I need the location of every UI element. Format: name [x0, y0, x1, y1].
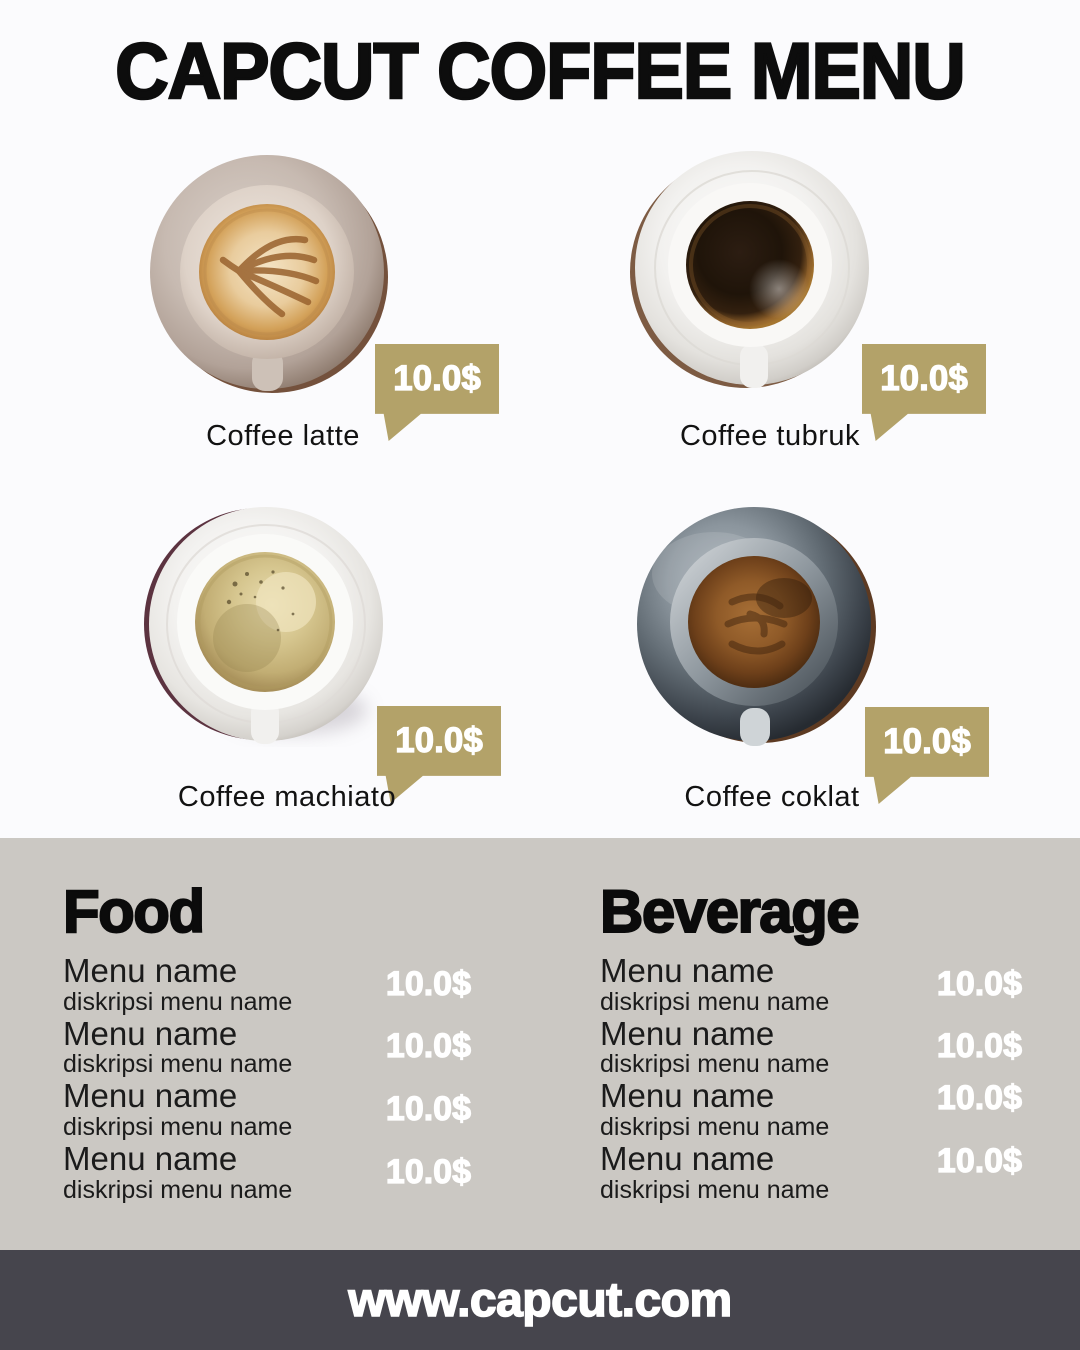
coffee-machiato-photo: [144, 507, 383, 744]
menu-item-price: 10.0$: [385, 964, 471, 1003]
menu-item-price: 10.0$: [936, 964, 1022, 1003]
coffee-latte-photo: [150, 155, 388, 393]
price-label: 10.0$: [393, 358, 482, 398]
price-tag: 10.0$: [865, 707, 989, 804]
menu-item-name: Menu name: [63, 1077, 238, 1115]
menu-item-price: 10.0$: [936, 1141, 1022, 1180]
menu-item: Menu name diskripsi menu name 10.0$: [600, 952, 1023, 1016]
menu-item-name: Menu name: [63, 952, 238, 989]
menu-item-text: Menu name diskripsi menu name: [63, 952, 293, 1016]
menu-item-price: 10.0$: [936, 1079, 1022, 1118]
menu-item-name: Menu name: [63, 1014, 238, 1052]
menu-item-name: Menu name: [600, 1139, 775, 1177]
product-name: Coffee machiato: [177, 781, 397, 813]
menu-item-description: diskripsi menu name: [600, 1050, 830, 1079]
menu-item-description: diskripsi menu name: [63, 1050, 293, 1079]
food-section: Food Menu name diskripsi menu name 10.0$…: [62, 878, 472, 1205]
menu-item-name: Menu name: [600, 1077, 775, 1115]
price-tag: 10.0$: [375, 344, 499, 441]
menu-item: Menu name diskripsi menu name 10.0$: [63, 1139, 472, 1204]
menu-item: Menu name diskripsi menu name 10.0$: [600, 1139, 1023, 1204]
menu-item-price: 10.0$: [385, 1089, 471, 1129]
price-label: 10.0$: [880, 358, 969, 398]
menu-item: Menu name diskripsi menu name 10.0$: [600, 1079, 1023, 1140]
menu-item: Menu name diskripsi menu name 10.0$: [63, 952, 472, 1016]
website-url: www.capcut.com: [348, 1273, 733, 1328]
menu-item-price: 10.0$: [385, 1027, 471, 1066]
menu-item-description: diskripsi menu name: [63, 987, 293, 1016]
section-heading-food: Food: [62, 878, 206, 945]
product-name: Coffee latte: [206, 420, 360, 452]
menu-item-text: Menu name diskripsi menu name: [600, 1139, 830, 1204]
menu-item-price: 10.0$: [385, 1152, 471, 1191]
menu-item-text: Menu name diskripsi menu name: [63, 1014, 293, 1079]
price-label: 10.0$: [883, 721, 972, 761]
section-heading-beverage: Beverage: [599, 878, 861, 945]
product-name: Coffee coklat: [684, 781, 860, 813]
menu-item-name: Menu name: [600, 1014, 775, 1052]
menu-item-description: diskripsi menu name: [63, 1112, 293, 1141]
menu-item-text: Menu name diskripsi menu name: [63, 1139, 293, 1204]
menu-item-text: Menu name diskripsi menu name: [600, 1079, 829, 1140]
menu-item-text: Menu name diskripsi menu name: [600, 952, 830, 1016]
menu-item: Menu name diskripsi menu name 10.0$: [63, 1014, 472, 1079]
menu-item-price: 10.0$: [936, 1027, 1022, 1066]
menu-item-text: Menu name diskripsi menu name: [600, 1014, 830, 1079]
menu-item-name: Menu name: [600, 952, 775, 989]
price-tag: 10.0$: [862, 344, 986, 441]
menu-item-text: Menu name diskripsi menu name: [63, 1079, 292, 1140]
price-tag: 10.0$: [377, 706, 501, 803]
menu-item-description: diskripsi menu name: [600, 1112, 830, 1141]
menu-item-description: diskripsi menu name: [600, 987, 830, 1016]
menu-panel: Food Menu name diskripsi menu name 10.0$…: [0, 838, 1080, 1250]
menu-item: Menu name diskripsi menu name 10.0$: [600, 1014, 1023, 1079]
poster-title: CAPCUT COFFEE MENU: [114, 26, 967, 117]
menu-item-description: diskripsi menu name: [63, 1175, 293, 1204]
menu-item-name: Menu name: [63, 1139, 238, 1177]
product-name: Coffee tubruk: [679, 420, 861, 452]
beverage-section: Beverage Menu name diskripsi menu name 1…: [599, 878, 1023, 1205]
menu-item-description: diskripsi menu name: [600, 1175, 830, 1204]
coffee-tubruk-photo: [630, 151, 869, 388]
menu-item: Menu name diskripsi menu name 10.0$: [63, 1079, 472, 1140]
coffee-coklat-photo: [637, 507, 876, 746]
price-label: 10.0$: [395, 720, 484, 760]
footer-bar: www.capcut.com: [0, 1250, 1080, 1350]
